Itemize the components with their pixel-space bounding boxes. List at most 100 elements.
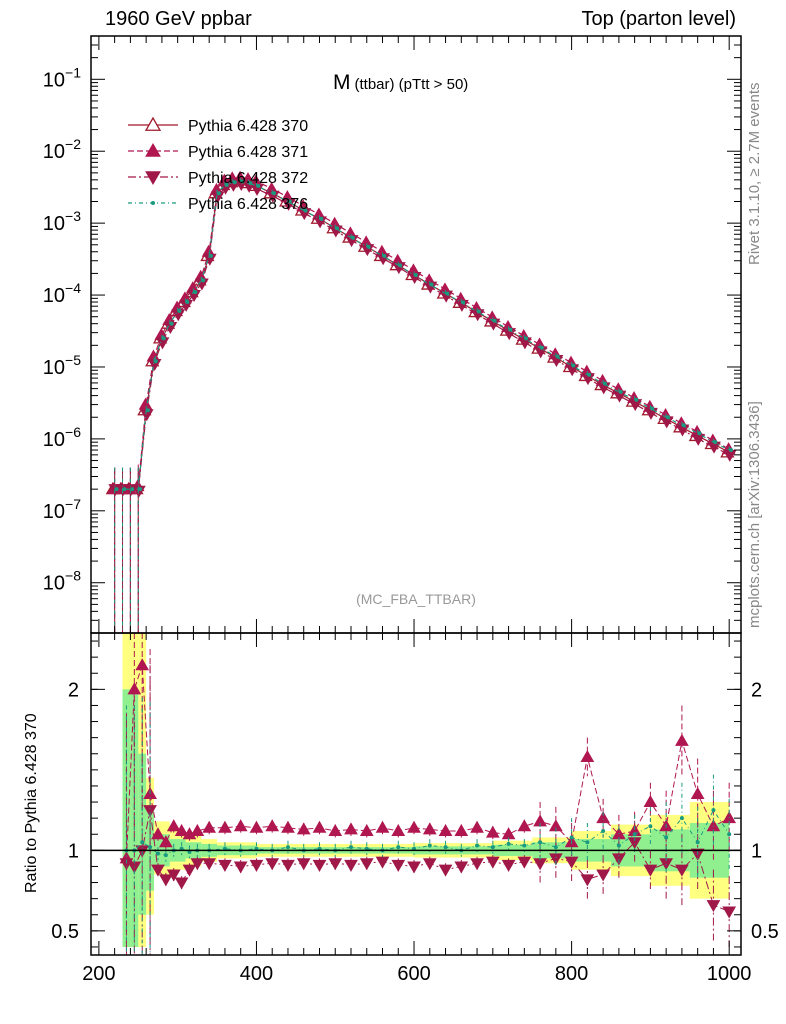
data-point [454,861,469,874]
data-point [232,180,237,185]
data-point [281,820,295,833]
x-tick-label: 800 [555,963,588,985]
data-point [281,859,295,872]
header-left: 1960 GeV ppbar [105,8,252,30]
data-point [161,336,166,341]
data-point [587,372,592,377]
data-point [202,858,217,871]
data-point [585,840,590,845]
data-point [249,859,264,872]
data-point [616,843,621,848]
data-point [476,309,481,314]
data-point [490,845,495,850]
mcplots-label: mcplots.cern.ch [arXiv:1306.3436] [746,401,763,628]
data-point [722,906,737,919]
data-point [690,786,705,799]
data-point [571,363,576,368]
data-point [382,253,387,258]
data-point [349,845,353,850]
data-point [328,858,343,871]
ratio-y-tick-label: 1 [68,840,79,862]
y-tick-label: 10−4 [43,280,81,307]
series-line [114,176,730,490]
series-line [114,180,730,490]
data-point [135,658,150,671]
data-point [485,825,500,838]
x-tick-label: 400 [240,963,273,985]
data-point [344,822,358,835]
data-point [438,864,453,877]
data-point [328,824,343,837]
data-point [681,423,686,428]
data-point [643,864,658,877]
series-line [114,183,730,492]
data-point [166,869,181,882]
data-point [366,244,371,249]
data-point [285,845,290,850]
data-point [296,858,311,871]
data-point [312,859,327,872]
data-point [127,682,142,695]
data-point [138,397,153,410]
data-point [601,829,606,834]
ratio-y-tick-label: 2 [68,679,79,701]
data-point [564,856,579,869]
data-point [539,345,544,350]
data-point [580,874,595,887]
data-point [612,853,626,866]
data-point [427,843,432,848]
series-line [114,180,730,490]
data-point [665,415,670,420]
data-point [492,318,497,323]
data-point [240,179,245,184]
data-point [727,832,732,837]
legend-marker [151,201,155,205]
data-point [445,291,450,296]
data-point [169,321,174,326]
ratio-ylabel: Ratio to Pythia 6.428 370 [23,713,40,893]
data-point [218,820,232,833]
data-point [174,824,189,837]
ratio-y-tick-label-right: 1 [751,840,762,862]
data-point [522,843,527,848]
y-tick-label: 10−6 [43,424,81,451]
y-tick-label: 10−5 [43,352,81,379]
data-point [398,263,403,268]
y-tick-label: 10−8 [43,568,81,595]
data-point [501,859,516,872]
data-point [224,182,229,187]
data-point [114,487,119,492]
data-point [319,216,324,221]
legend-entry: Pythia 6.428 371 [188,144,308,161]
data-point [538,840,543,845]
data-point [218,859,232,872]
data-point [148,845,153,850]
legend-marker [145,142,161,157]
data-point [193,290,198,295]
data-point [461,300,466,305]
data-point [470,820,484,833]
data-point [454,824,469,837]
data-point [303,208,308,213]
data-point [312,820,327,833]
data-point [517,819,532,832]
data-point [233,819,248,832]
data-point [429,282,434,287]
rivet-label: Rivet 3.1.10, ≥ 2.7M events [746,82,763,266]
data-point [517,856,532,869]
data-point [190,824,205,837]
data-point [470,858,484,871]
data-point [596,869,610,882]
data-point [202,820,217,833]
data-point [711,808,716,813]
data-point [166,819,181,832]
data-point [256,183,261,188]
data-point [153,359,158,364]
data-point [706,900,721,913]
y-tick-label: 10−3 [43,208,81,235]
data-point [443,845,448,850]
x-tick-label: 600 [397,963,430,985]
data-point [202,253,217,266]
data-point [201,278,206,283]
